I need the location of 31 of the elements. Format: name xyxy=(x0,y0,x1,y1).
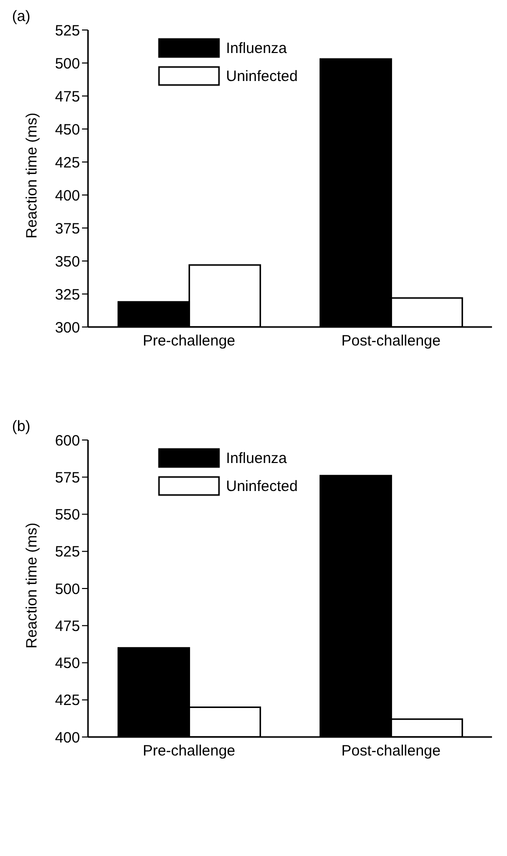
y-axis-title: Reaction time (ms) xyxy=(23,112,40,238)
x-tick-label: Post-challenge xyxy=(341,742,441,760)
x-tick-label: Pre-challenge xyxy=(142,742,236,760)
y-tick-label: 475 xyxy=(54,618,80,635)
y-tick-label: 400 xyxy=(54,729,80,746)
x-tick-label: Pre-challenge xyxy=(142,332,236,350)
y-tick-label: 300 xyxy=(54,319,80,336)
legend-label: Influenza xyxy=(226,450,287,466)
y-tick-label: 525 xyxy=(54,22,80,40)
legend-label: Influenza xyxy=(226,40,287,56)
y-tick-label: 425 xyxy=(54,692,80,710)
y-tick-label: 550 xyxy=(54,506,80,524)
y-tick-label: 375 xyxy=(54,220,80,238)
y-tick-label: 600 xyxy=(54,432,80,450)
y-axis-title: Reaction time (ms) xyxy=(23,522,40,648)
y-tick-label: 450 xyxy=(54,655,80,672)
legend-label: Uninfected xyxy=(226,478,298,494)
y-tick-label: 475 xyxy=(54,88,80,106)
y-tick-label: 350 xyxy=(54,253,80,270)
y-tick-label: 575 xyxy=(54,469,80,486)
y-tick-label: 500 xyxy=(54,580,80,598)
y-tick-label: 525 xyxy=(54,544,80,561)
y-tick-label: 325 xyxy=(54,286,80,304)
y-tick-label: 500 xyxy=(54,55,80,72)
y-tick-label: 450 xyxy=(54,121,80,138)
x-tick-label: Post-challenge xyxy=(341,332,441,350)
legend-label: Uninfected xyxy=(226,68,298,84)
chart-title: (b) xyxy=(12,418,30,435)
chart-title: (a) xyxy=(12,8,30,25)
y-tick-label: 400 xyxy=(54,187,80,204)
y-tick-label: 425 xyxy=(54,154,80,172)
